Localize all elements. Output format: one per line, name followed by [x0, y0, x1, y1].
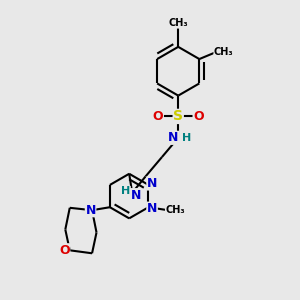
- Text: O: O: [153, 110, 163, 123]
- Text: N: N: [168, 131, 179, 144]
- Text: O: O: [193, 110, 204, 123]
- Text: CH₃: CH₃: [214, 46, 233, 57]
- Text: S: S: [173, 110, 183, 123]
- Text: N: N: [147, 202, 157, 215]
- Text: CH₃: CH₃: [165, 205, 185, 215]
- Text: N: N: [85, 204, 96, 217]
- Text: O: O: [59, 244, 70, 257]
- Text: N: N: [147, 177, 157, 190]
- Text: H: H: [182, 133, 191, 143]
- Text: N: N: [130, 189, 141, 202]
- Text: H: H: [121, 186, 130, 196]
- Text: CH₃: CH₃: [168, 18, 188, 28]
